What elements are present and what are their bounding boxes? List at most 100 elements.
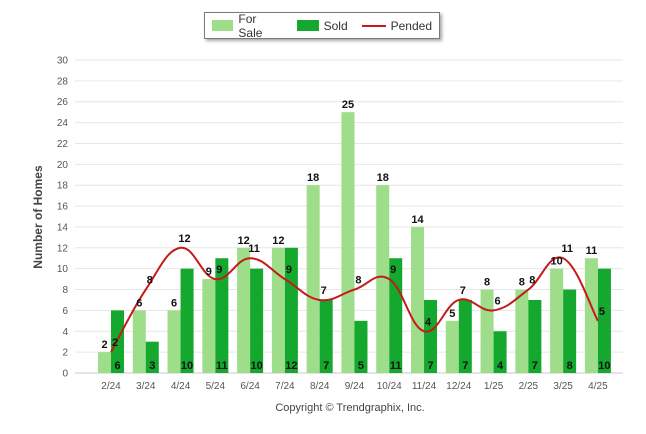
bar-for-sale: [550, 268, 564, 373]
bar-for-sale: [132, 310, 146, 373]
y-tick-label: 12: [57, 243, 69, 254]
legend-swatch-sold: [296, 20, 319, 31]
bar-sold: [145, 341, 159, 373]
data-label-pended: 8: [147, 275, 153, 287]
data-label-sold: 10: [181, 360, 193, 372]
y-tick-label: 18: [57, 181, 69, 192]
legend-label-sold: Sold: [323, 18, 348, 33]
legend-item-sold[interactable]: Sold: [296, 18, 348, 33]
legend-item-pended[interactable]: Pended: [361, 19, 432, 33]
y-tick-label: 26: [57, 97, 69, 108]
data-label-sold: 7: [323, 360, 329, 372]
data-label-pended: 7: [460, 285, 466, 297]
data-label-pended: 8: [529, 275, 535, 287]
data-label-sold: 10: [598, 360, 610, 372]
legend-swatch-for-sale: [212, 20, 234, 31]
data-label-sold: 5: [358, 360, 364, 372]
data-label-sold: 3: [149, 360, 155, 372]
y-tick-label: 10: [57, 264, 69, 275]
y-tick-label: 4: [62, 327, 68, 338]
x-tick-label: 10/24: [377, 381, 402, 392]
data-label-sold: 12: [285, 360, 297, 372]
bar-sold: [215, 258, 229, 373]
data-label-pended: 12: [178, 233, 190, 245]
bar-sold: [284, 247, 298, 373]
data-label-for-sale: 8: [484, 277, 490, 289]
x-tick-label: 4/25: [588, 381, 608, 392]
data-label-for-sale: 18: [377, 172, 389, 184]
y-tick-label: 30: [57, 56, 69, 67]
x-tick-label: 11/24: [412, 381, 437, 392]
x-tick-label: 5/24: [206, 381, 226, 392]
data-label-pended: 8: [355, 275, 361, 287]
legend: For Sale Sold Pended: [204, 12, 440, 40]
data-label-for-sale: 5: [449, 308, 455, 320]
bar-for-sale: [167, 310, 181, 373]
bar-for-sale: [376, 185, 390, 373]
data-label-sold: 6: [114, 360, 120, 372]
x-tick-label: 2/24: [101, 381, 121, 392]
data-label-sold: 10: [250, 360, 262, 372]
y-tick-label: 22: [57, 139, 69, 150]
bar-for-sale: [584, 258, 598, 373]
bar-sold: [458, 299, 472, 373]
data-label-for-sale: 6: [171, 297, 177, 309]
data-label-for-sale: 10: [551, 256, 563, 268]
data-label-for-sale: 8: [519, 277, 525, 289]
data-label-pended: 5: [599, 306, 605, 318]
legend-label-for-sale: For Sale: [238, 11, 263, 40]
data-label-for-sale: 14: [411, 214, 424, 226]
bar-sold: [597, 268, 611, 373]
bar-sold: [319, 299, 333, 373]
x-tick-label: 6/24: [240, 381, 260, 392]
bar-for-sale: [480, 289, 494, 373]
bar-for-sale: [202, 279, 216, 373]
x-tick-label: 7/24: [275, 381, 295, 392]
legend-item-for-sale[interactable]: For Sale: [212, 12, 283, 40]
data-label-sold: 7: [427, 360, 433, 372]
bar-for-sale: [411, 226, 425, 373]
x-tick-label: 9/24: [345, 381, 365, 392]
y-tick-label: 6: [62, 306, 68, 317]
y-tick-label: 14: [57, 222, 69, 233]
x-tick-label: 2/25: [519, 381, 539, 392]
y-tick-label: 8: [62, 285, 68, 296]
data-label-for-sale: 6: [136, 297, 142, 309]
data-label-sold: 11: [216, 360, 228, 372]
bar-sold: [180, 268, 194, 373]
line-pended: [110, 246, 599, 353]
copyright-text: Copyright © Trendgraphix, Inc.: [275, 402, 425, 414]
bar-sold: [424, 299, 438, 373]
bar-sold: [250, 268, 264, 373]
data-label-sold: 11: [390, 360, 402, 372]
data-label-for-sale: 25: [342, 99, 354, 111]
data-label-pended: 9: [390, 264, 396, 276]
data-label-for-sale: 9: [206, 266, 212, 278]
x-tick-label: 4/24: [171, 381, 191, 392]
x-tick-label: 8/24: [310, 381, 330, 392]
data-label-for-sale: 2: [101, 339, 107, 351]
data-label-for-sale: 12: [237, 235, 249, 247]
y-tick-label: 24: [57, 118, 69, 129]
data-label-pended: 9: [216, 264, 222, 276]
data-label-pended: 6: [495, 295, 501, 307]
data-label-sold: 7: [462, 360, 468, 372]
x-tick-label: 3/25: [553, 381, 573, 392]
data-label-pended: 7: [321, 285, 327, 297]
y-tick-label: 2: [62, 348, 68, 359]
bar-for-sale: [271, 247, 285, 373]
bar-for-sale: [306, 185, 320, 373]
bar-for-sale: [445, 320, 459, 373]
data-label-pended: 11: [561, 243, 573, 255]
y-tick-label: 16: [57, 202, 69, 213]
bar-for-sale: [341, 112, 355, 374]
y-tick-label: 28: [57, 76, 69, 87]
bar-for-sale: [237, 247, 251, 373]
data-label-for-sale: 12: [272, 235, 284, 247]
y-tick-label: 0: [62, 369, 68, 380]
y-axis-title: Number of Homes: [31, 165, 45, 269]
x-tick-label: 1/25: [484, 381, 504, 392]
bar-for-sale: [515, 289, 529, 373]
data-label-pended: 4: [425, 316, 432, 328]
